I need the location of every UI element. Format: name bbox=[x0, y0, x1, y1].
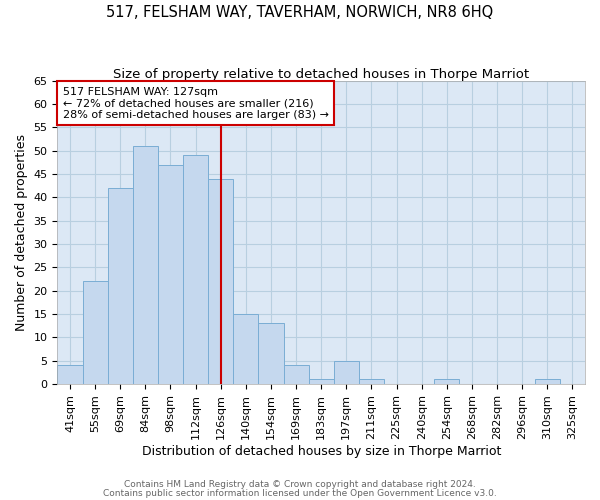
Bar bbox=[208, 178, 233, 384]
Bar bbox=[284, 366, 308, 384]
Title: Size of property relative to detached houses in Thorpe Marriot: Size of property relative to detached ho… bbox=[113, 68, 529, 80]
Text: Contains public sector information licensed under the Open Government Licence v3: Contains public sector information licen… bbox=[103, 488, 497, 498]
Bar bbox=[535, 380, 560, 384]
Bar bbox=[133, 146, 158, 384]
Y-axis label: Number of detached properties: Number of detached properties bbox=[15, 134, 28, 331]
Bar bbox=[83, 282, 107, 384]
Bar bbox=[58, 366, 83, 384]
Bar bbox=[259, 324, 284, 384]
Bar bbox=[158, 164, 183, 384]
Bar bbox=[233, 314, 259, 384]
Bar bbox=[434, 380, 460, 384]
Bar bbox=[107, 188, 133, 384]
Bar bbox=[334, 360, 359, 384]
Bar bbox=[183, 155, 208, 384]
Text: 517, FELSHAM WAY, TAVERHAM, NORWICH, NR8 6HQ: 517, FELSHAM WAY, TAVERHAM, NORWICH, NR8… bbox=[106, 5, 494, 20]
X-axis label: Distribution of detached houses by size in Thorpe Marriot: Distribution of detached houses by size … bbox=[142, 444, 501, 458]
Bar bbox=[308, 380, 334, 384]
Bar bbox=[359, 380, 384, 384]
Text: Contains HM Land Registry data © Crown copyright and database right 2024.: Contains HM Land Registry data © Crown c… bbox=[124, 480, 476, 489]
Text: 517 FELSHAM WAY: 127sqm
← 72% of detached houses are smaller (216)
28% of semi-d: 517 FELSHAM WAY: 127sqm ← 72% of detache… bbox=[62, 86, 329, 120]
